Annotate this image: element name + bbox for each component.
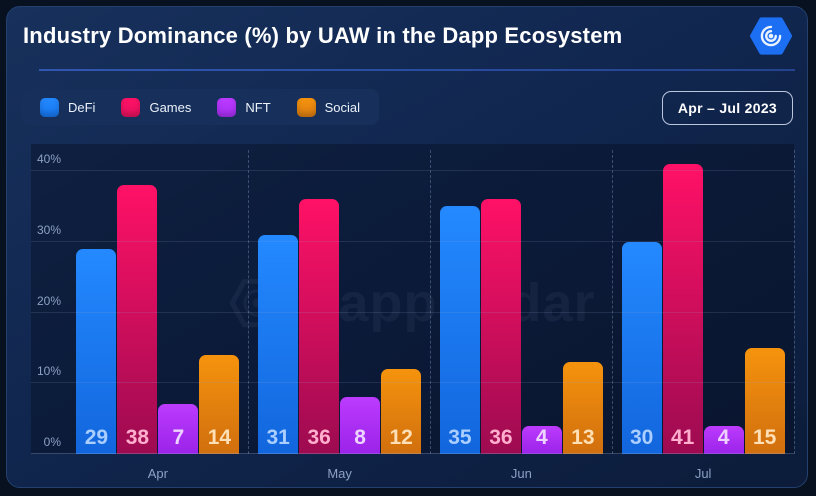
dappradar-logo-icon[interactable] <box>750 16 792 56</box>
bar-group-apr: 29 38 7 14 <box>67 144 249 454</box>
y-tick-label: 20% <box>36 293 61 308</box>
bar-value-label: 15 <box>752 426 777 449</box>
bar-games-jun[interactable]: 36 <box>480 199 521 454</box>
page-title: Industry Dominance (%) by UAW in the Dap… <box>23 23 623 48</box>
bar-nft-jul[interactable]: 4 <box>703 425 744 454</box>
x-label-may: May <box>327 466 352 481</box>
bar-defi-may[interactable]: 31 <box>258 234 299 454</box>
gridline-10 <box>31 382 794 384</box>
bar-value-label: 4 <box>536 426 548 449</box>
bar-defi-jul[interactable]: 30 <box>621 241 662 454</box>
bar-value-label: 12 <box>389 426 413 449</box>
bar-nft-may[interactable]: 8 <box>340 397 381 454</box>
bar-group-may: 31 36 8 12 <box>249 144 431 454</box>
month-separator <box>793 150 795 454</box>
y-tick-label: 0% <box>43 435 61 449</box>
gridline-0 <box>31 453 794 454</box>
bar-value-label: 13 <box>571 426 595 449</box>
bar-social-may[interactable]: 12 <box>381 369 422 454</box>
bar-games-jul[interactable]: 41 <box>662 163 703 454</box>
bar-value-label: 36 <box>489 426 513 449</box>
legend-label: Games <box>149 99 192 115</box>
bar-value-label: 29 <box>84 426 109 449</box>
bars-area: 29 38 7 14 31 36 8 12 35 36 4 13 30 41 4 15 <box>67 144 794 454</box>
bar-value-label: 35 <box>448 426 472 449</box>
bar-value-label: 36 <box>307 426 331 449</box>
legend-item-games[interactable]: Games <box>121 97 192 117</box>
bar-defi-apr[interactable]: 29 <box>76 248 117 454</box>
legend-swatch-defi <box>40 97 59 117</box>
legend-item-nft[interactable]: NFT <box>217 97 271 117</box>
bar-group-jun: 35 36 4 13 <box>431 144 613 454</box>
bar-social-apr[interactable]: 14 <box>199 354 240 454</box>
x-label-jul: Jul <box>694 466 712 481</box>
bar-nft-apr[interactable]: 7 <box>158 404 199 454</box>
month-separator <box>430 150 431 454</box>
bar-games-may[interactable]: 36 <box>299 199 340 454</box>
x-label-apr: Apr <box>147 466 168 481</box>
month-separator <box>611 150 613 454</box>
bar-value-label: 31 <box>266 426 290 449</box>
legend-item-social[interactable]: Social <box>296 97 361 117</box>
legend-label: NFT <box>245 99 271 115</box>
bar-nft-jun[interactable]: 4 <box>521 425 562 454</box>
bar-social-jul[interactable]: 15 <box>744 347 785 454</box>
bar-value-label: 7 <box>172 426 185 449</box>
gridline-20 <box>31 311 794 313</box>
bar-value-label: 14 <box>207 426 232 449</box>
bar-value-label: 30 <box>629 426 654 449</box>
bar-games-apr[interactable]: 38 <box>117 185 158 454</box>
bar-group-jul: 30 41 4 15 <box>612 144 794 454</box>
chart-legend: DeFi Games NFT Social <box>21 89 380 125</box>
y-tick-label: 10% <box>36 364 61 379</box>
title-divider <box>39 69 795 71</box>
y-tick-label: 30% <box>36 222 61 237</box>
month-separator <box>248 150 250 454</box>
bar-value-label: 38 <box>125 426 150 449</box>
y-tick-label: 40% <box>36 152 61 166</box>
legend-label: DeFi <box>68 99 96 115</box>
bar-value-label: 8 <box>354 426 366 449</box>
dashboard-card: Industry Dominance (%) by UAW in the Dap… <box>6 6 808 488</box>
x-label-jun: Jun <box>510 466 532 481</box>
date-range-badge[interactable]: Apr – Jul 2023 <box>661 91 793 125</box>
legend-label: Social <box>324 99 361 115</box>
gridline-40 <box>31 170 794 171</box>
bar-defi-jun[interactable]: 35 <box>439 206 480 454</box>
bar-value-label: 41 <box>670 426 695 449</box>
legend-swatch-social <box>296 97 316 117</box>
legend-item-defi[interactable]: DeFi <box>40 97 96 117</box>
x-axis-labels: Apr May Jun Jul <box>67 466 794 481</box>
legend-swatch-games <box>121 97 141 117</box>
legend-swatch-nft <box>217 97 237 117</box>
bar-value-label: 4 <box>717 426 730 449</box>
gridline-30 <box>31 240 794 242</box>
bar-social-jun[interactable]: 13 <box>562 362 603 454</box>
